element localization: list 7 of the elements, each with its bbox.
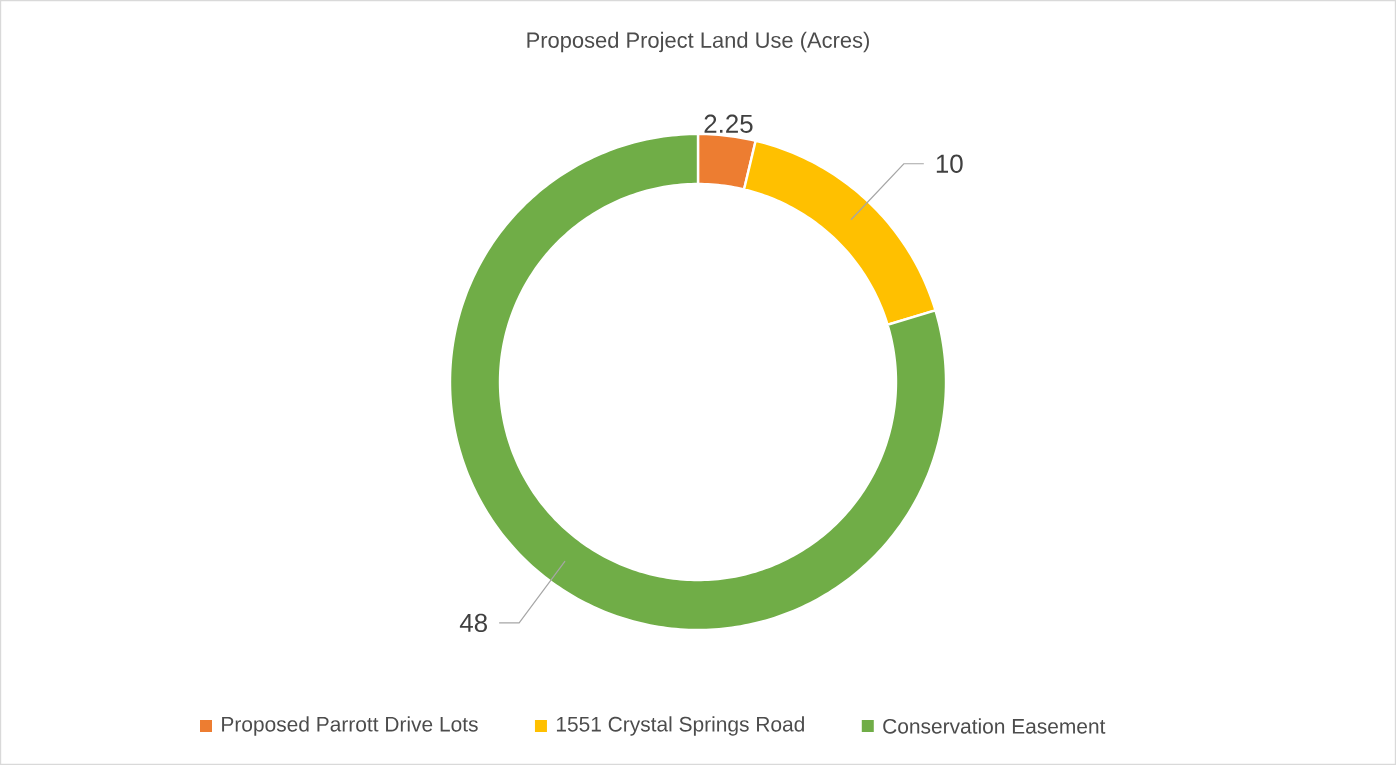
- chart-title: Proposed Project Land Use (Acres): [527, 31, 869, 53]
- data-label: 10: [936, 154, 963, 173]
- legend-label: Conservation Easement: [883, 718, 1106, 734]
- data-label: 2.25: [704, 114, 753, 133]
- legend-label: Proposed Parrott Drive Lots: [222, 716, 478, 736]
- data-label: 48: [459, 613, 487, 633]
- legend-label: 1551 Crystal Springs Road: [556, 716, 804, 736]
